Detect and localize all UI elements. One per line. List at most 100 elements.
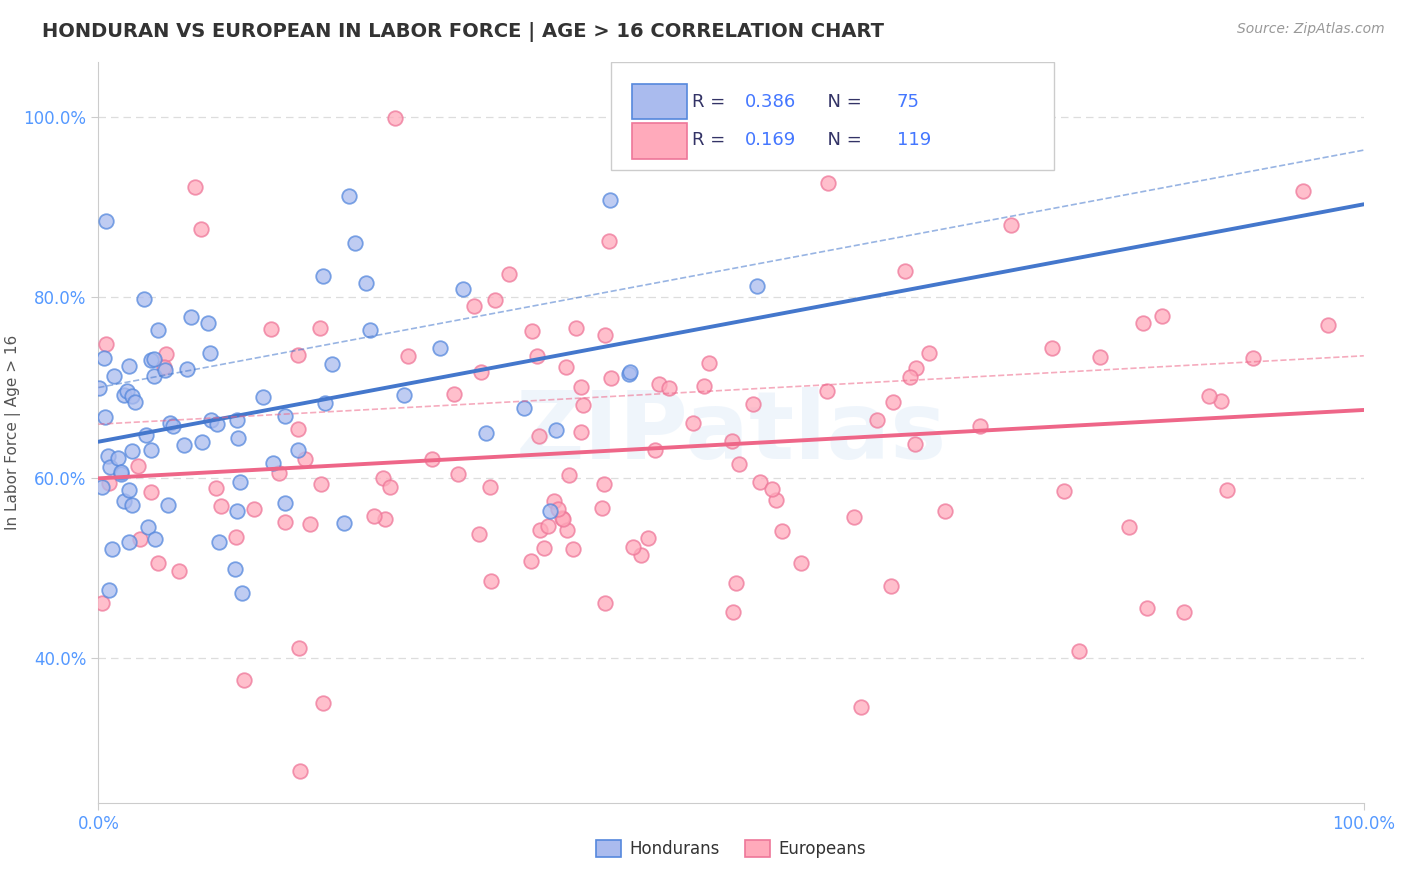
Point <box>287 443 309 458</box>
Point <box>167 564 190 578</box>
Point <box>479 480 502 494</box>
Point <box>598 234 620 248</box>
Point <box>173 438 195 452</box>
Point <box>468 526 491 541</box>
Point <box>287 348 309 362</box>
Point <box>200 413 222 427</box>
Point <box>226 504 249 518</box>
Point <box>572 398 595 412</box>
Point <box>724 576 747 591</box>
Point <box>225 530 247 544</box>
Point <box>142 369 165 384</box>
Point <box>176 361 198 376</box>
Point <box>155 363 177 377</box>
Point <box>93 351 115 365</box>
Point <box>226 431 249 445</box>
Point <box>101 542 124 557</box>
Point <box>526 350 548 364</box>
Point <box>290 764 312 778</box>
Point <box>536 519 558 533</box>
Point <box>745 279 768 293</box>
Point <box>866 413 889 427</box>
Point <box>1198 388 1220 402</box>
Point <box>619 365 641 379</box>
Legend: Hondurans, Europeans: Hondurans, Europeans <box>589 833 873 865</box>
Point <box>842 509 865 524</box>
Point <box>198 345 221 359</box>
Point <box>647 376 669 391</box>
Point <box>112 387 135 401</box>
Point <box>112 494 135 508</box>
Point <box>311 477 333 491</box>
Point <box>197 316 219 330</box>
Point <box>225 413 247 427</box>
Point <box>447 467 470 481</box>
Point <box>571 380 593 394</box>
Point <box>267 466 290 480</box>
Point <box>697 356 720 370</box>
Point <box>770 524 793 538</box>
Point <box>894 264 917 278</box>
Point <box>1000 218 1022 232</box>
Point <box>191 435 214 450</box>
Point <box>533 541 555 555</box>
Point <box>392 388 415 402</box>
Point <box>129 532 152 546</box>
Point <box>90 596 112 610</box>
Text: Source: ZipAtlas.com: Source: ZipAtlas.com <box>1237 22 1385 37</box>
Point <box>98 460 121 475</box>
Point <box>374 512 396 526</box>
Point <box>520 324 543 338</box>
Point <box>1209 394 1232 409</box>
Point <box>551 510 574 524</box>
Point <box>138 520 160 534</box>
Point <box>359 323 381 337</box>
Point <box>274 496 297 510</box>
Point <box>527 429 550 443</box>
Point <box>555 359 578 374</box>
Point <box>142 351 165 366</box>
Point <box>110 466 132 480</box>
Point <box>298 516 321 531</box>
Point <box>882 394 904 409</box>
Point <box>558 467 581 482</box>
Point <box>1292 184 1315 198</box>
Point <box>333 516 356 531</box>
Point <box>252 390 274 404</box>
Point <box>89 381 111 395</box>
Point <box>565 321 588 335</box>
Point <box>470 365 492 379</box>
Point <box>97 582 120 597</box>
Point <box>205 417 228 431</box>
Point <box>262 456 284 470</box>
Text: N =: N = <box>815 131 868 149</box>
Point <box>287 422 309 436</box>
Point <box>260 322 283 336</box>
Point <box>190 222 212 236</box>
Point <box>396 349 419 363</box>
Point <box>555 524 578 538</box>
Point <box>817 177 839 191</box>
Text: 119: 119 <box>897 131 931 149</box>
Point <box>274 515 297 529</box>
Point <box>644 443 666 458</box>
Point <box>121 498 143 512</box>
Text: HONDURAN VS EUROPEAN IN LABOR FORCE | AGE > 16 CORRELATION CHART: HONDURAN VS EUROPEAN IN LABOR FORCE | AG… <box>42 22 884 42</box>
Point <box>337 188 360 202</box>
FancyBboxPatch shape <box>633 123 686 159</box>
Point <box>761 483 783 497</box>
Point <box>451 282 474 296</box>
Point <box>110 467 132 481</box>
Point <box>139 353 162 368</box>
Point <box>569 425 592 439</box>
Point <box>209 499 232 513</box>
Point <box>879 578 901 592</box>
Point <box>544 423 567 437</box>
Text: 0.169: 0.169 <box>745 131 796 149</box>
Point <box>96 449 118 463</box>
Point <box>1118 520 1140 534</box>
Point <box>1241 351 1264 365</box>
Point <box>484 293 506 308</box>
Point <box>562 541 585 556</box>
Point <box>1135 600 1157 615</box>
